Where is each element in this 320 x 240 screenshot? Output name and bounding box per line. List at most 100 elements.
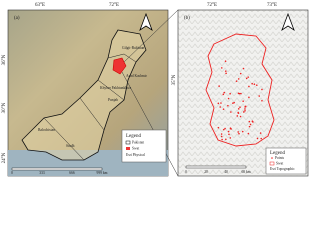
point	[242, 67, 245, 70]
point	[261, 99, 263, 102]
point	[240, 92, 242, 95]
point	[244, 105, 247, 108]
point	[238, 132, 240, 135]
lat-label: 30°N	[2, 102, 7, 113]
legend-box	[121, 129, 167, 163]
region-label: Khyber Pakhtunkhwa	[100, 86, 132, 90]
region-label: Azad Kashmir	[126, 74, 148, 78]
point	[224, 60, 227, 62]
legend-item: Pakistan	[132, 140, 144, 144]
point	[247, 76, 250, 78]
lat-label: 35°N	[172, 74, 177, 85]
point	[224, 127, 226, 130]
zoom-line	[123, 9, 179, 63]
point	[249, 123, 252, 126]
region-label: Balochistan	[38, 128, 55, 132]
legend-swatch	[271, 157, 273, 159]
point	[233, 101, 235, 104]
point	[237, 108, 240, 110]
scale-label: 0	[185, 170, 187, 174]
lon-label: 63°E	[35, 3, 45, 8]
scale-bar	[11, 167, 103, 171]
north-arrow	[281, 12, 295, 32]
region-label: Punjab	[108, 98, 118, 102]
scale-label: 666	[69, 171, 75, 175]
point	[253, 83, 256, 86]
scale-label: 0	[11, 171, 13, 175]
point	[220, 133, 223, 135]
point	[237, 131, 239, 133]
point	[237, 78, 240, 80]
legend-item: Esri Topographic	[270, 167, 295, 171]
point	[239, 72, 242, 75]
legend-swatch	[269, 161, 275, 166]
point	[232, 102, 234, 104]
north-arrow	[139, 12, 153, 32]
point	[238, 92, 241, 95]
points	[217, 60, 263, 141]
lon-label: 72°E	[207, 3, 217, 8]
point	[227, 130, 230, 133]
panel-b: (b) 72°E 73°E 35°N Legend Points Swat Es…	[172, 3, 309, 177]
point	[224, 70, 227, 72]
point	[222, 93, 225, 96]
point	[259, 132, 262, 134]
region-label: Sindh	[66, 144, 75, 148]
figure: (a) 63°E 72°E 36°N 30°N 24°N Gilgit-Balt…	[2, 3, 309, 177]
scale-label: 333	[39, 171, 45, 175]
lat-label: 24°N	[2, 152, 7, 163]
point	[221, 138, 223, 141]
point	[242, 111, 245, 113]
region-label: Gilgit-Baltistan	[122, 46, 145, 50]
legend-item: Points	[275, 156, 285, 160]
point	[228, 133, 230, 136]
scale-label: 999 km	[97, 171, 108, 175]
panel-a: (a) 63°E 72°E 36°N 30°N 24°N Gilgit-Balt…	[2, 3, 179, 177]
lon-label: 72°E	[109, 3, 119, 8]
point	[229, 92, 231, 95]
point	[235, 80, 238, 82]
point	[251, 120, 254, 123]
point	[248, 85, 250, 88]
point	[217, 102, 220, 105]
point	[241, 130, 244, 133]
lon-label: 73°E	[267, 3, 277, 8]
point	[245, 77, 248, 80]
legend-title: Legend	[270, 151, 285, 156]
scale-label: 60 km	[241, 170, 250, 174]
scale-bar	[185, 165, 247, 169]
scale-label: 40	[224, 170, 228, 174]
point	[229, 137, 232, 139]
lat-label: 36°N	[2, 54, 7, 65]
point	[220, 67, 223, 69]
legend-title: Legend	[126, 134, 141, 139]
point	[225, 138, 227, 141]
panel-label: (a)	[14, 16, 20, 21]
point	[222, 128, 225, 131]
point	[219, 106, 221, 108]
legend-item: Esri Physical	[126, 153, 145, 157]
point	[223, 91, 226, 94]
legend-item: Swat	[132, 146, 139, 150]
panel-label: (b)	[184, 16, 190, 21]
point	[244, 108, 246, 110]
point	[225, 72, 227, 75]
swat-region	[112, 57, 127, 75]
swat-boundary	[205, 33, 275, 147]
point	[217, 126, 220, 129]
point	[247, 132, 250, 135]
point	[248, 120, 251, 123]
province-borders	[43, 53, 137, 161]
legend-box	[265, 147, 307, 175]
point	[256, 137, 259, 140]
point	[220, 135, 223, 138]
point	[229, 127, 232, 130]
point	[218, 85, 220, 87]
point	[227, 97, 230, 100]
zoom-line	[121, 71, 179, 177]
point	[251, 82, 253, 85]
point	[255, 84, 258, 86]
point	[236, 115, 239, 117]
point	[230, 111, 232, 113]
legend-swatch	[126, 147, 130, 150]
